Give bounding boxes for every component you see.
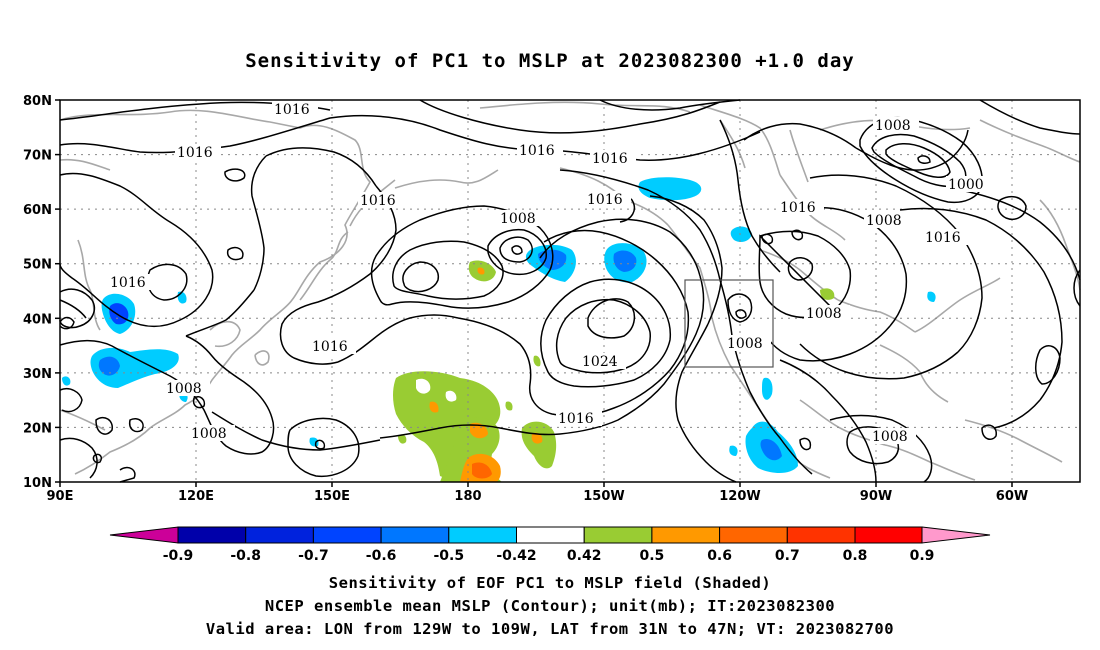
contour-label: 1016: [360, 193, 396, 209]
colorbar-label: 0.5: [639, 548, 664, 564]
colorbar-swatch: [177, 526, 247, 544]
contour-label: 1016: [780, 200, 816, 216]
valid-area-box: [684, 279, 774, 368]
lat-label: 20N: [23, 421, 52, 436]
contour-label: 1008: [166, 381, 202, 397]
contour-label: 1008: [191, 426, 227, 442]
lat-label: 30N: [23, 367, 52, 382]
lat-label: 70N: [23, 149, 52, 164]
lat-label: 80N: [23, 94, 52, 109]
lat-label: 40N: [23, 312, 52, 327]
contour-label: 1000: [948, 177, 984, 193]
lat-label: 60N: [23, 203, 52, 218]
colorbar-label: 0.9: [910, 548, 935, 564]
lon-label: 180: [454, 489, 481, 504]
colorbar-swatch: [651, 526, 721, 544]
colorbar-swatch: [786, 526, 856, 544]
lon-label: 120W: [719, 489, 760, 504]
contour-label: 1008: [727, 336, 763, 352]
colorbar: -0.9 -0.8 -0.7 -0.6 -0.5 -0.42 0.42 0.5 …: [109, 526, 991, 564]
caption-line-2: NCEP ensemble mean MSLP (Contour); unit(…: [264, 597, 836, 615]
contour-label: 1024: [582, 354, 618, 370]
colorbar-label: -0.8: [230, 548, 261, 564]
contour-label: 1016: [587, 192, 623, 208]
colorbar-swatch: [380, 526, 450, 544]
lon-label: 60W: [996, 489, 1028, 504]
map-panel: 1016 1016 1016 1016 1016 1016 1016 1016 …: [59, 99, 1081, 483]
lon-label: 90W: [860, 489, 892, 504]
lat-label: 10N: [23, 476, 52, 491]
colorbar-label: 0.6: [707, 548, 732, 564]
colorbar-swatch: [719, 526, 788, 544]
colorbar-label: 0.42: [567, 548, 602, 564]
contour-labels: 1016 1016 1016 1016 1016 1016 1016 1016 …: [108, 101, 992, 445]
colorbar-swatch: [516, 526, 585, 544]
colorbar-label: -0.6: [366, 548, 397, 564]
caption-line-3: Valid area: LON from 129W to 109W, LAT f…: [205, 620, 895, 638]
colorbar-label: -0.42: [496, 548, 536, 564]
lon-label: 90E: [47, 489, 74, 504]
lon-axis: 90E 120E 150E 180 150W 120W 90W 60W: [47, 482, 1028, 504]
contour-label: 1008: [866, 213, 902, 229]
colorbar-label: 0.7: [775, 548, 800, 564]
colorbar-swatch: [583, 526, 653, 544]
chart-title: Sensitivity of PC1 to MSLP at 2023082300…: [245, 50, 855, 72]
lat-label: 50N: [23, 258, 52, 273]
contour-label: 1008: [806, 306, 842, 322]
contour-label: 1008: [875, 118, 911, 134]
colorbar-label: 0.8: [843, 548, 868, 564]
shaded-sensitivity: [62, 177, 936, 482]
colorbar-label: -0.9: [163, 548, 194, 564]
colorbar-swatch: [312, 526, 382, 544]
contour-label: 1008: [500, 211, 536, 227]
lat-axis: 80N 70N 60N 50N 40N 30N 20N 10N: [23, 94, 60, 491]
contour-label: 1016: [558, 411, 594, 427]
colorbar-left-triangle: [109, 526, 179, 544]
colorbar-label: -0.7: [298, 548, 329, 564]
contour-label: 1016: [519, 143, 555, 159]
colorbar-swatch: [245, 526, 314, 544]
contour-label: 1016: [925, 230, 961, 246]
caption-line-1: Sensitivity of EOF PC1 to MSLP field (Sh…: [328, 574, 772, 592]
colorbar-right-triangle: [921, 526, 991, 544]
contour-label: 1016: [592, 151, 628, 167]
contour-label: 1016: [110, 275, 146, 291]
colorbar-swatch: [854, 526, 923, 544]
lon-label: 150W: [583, 489, 624, 504]
lon-label: 120E: [178, 489, 214, 504]
colorbar-swatch: [448, 526, 517, 544]
contour-label: 1008: [872, 429, 908, 445]
contour-label: 1016: [177, 145, 213, 161]
map-frame: [59, 99, 1081, 483]
contour-label: 1016: [312, 339, 348, 355]
colorbar-label: -0.5: [433, 548, 464, 564]
contour-label: 1016: [274, 102, 310, 118]
lon-label: 150E: [314, 489, 350, 504]
